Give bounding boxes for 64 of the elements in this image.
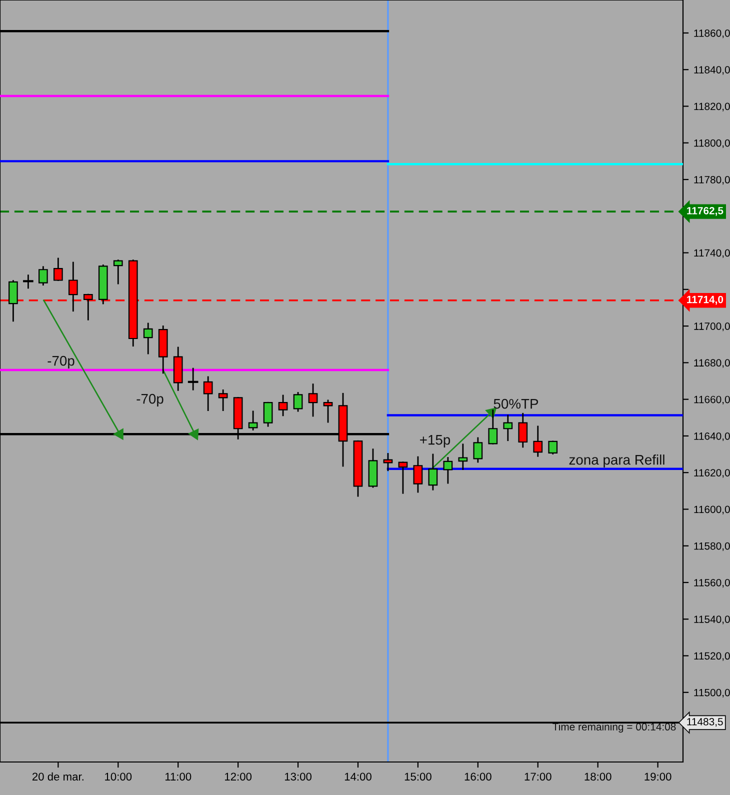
y-tick-label: 11780,0: [694, 176, 730, 185]
candlestick: [548, 440, 558, 454]
ref-line-label: 11762,5: [687, 206, 724, 216]
candlestick: [488, 410, 498, 444]
x-tick-label: 13:00: [284, 772, 312, 781]
candlestick: [248, 410, 258, 430]
ref-line-label: 11714,0: [687, 296, 724, 305]
y-tick-label: 11700,0: [694, 322, 730, 332]
candlestick: [533, 426, 543, 457]
candlestick: [38, 266, 48, 286]
candlestick: [458, 444, 468, 470]
y-tick-label: 11680,0: [694, 359, 730, 368]
y-tick-label: 11820,0: [694, 102, 730, 112]
candlestick: [188, 368, 198, 390]
x-tick-label: 11:00: [165, 772, 192, 781]
y-tick-label: 11560,0: [694, 578, 730, 588]
candlestick: [278, 394, 288, 416]
y-tick-label: 11800,0: [694, 139, 730, 148]
x-tick-label: 12:00: [225, 772, 252, 781]
candlestick: [383, 453, 393, 472]
candlestick: [113, 260, 123, 284]
candlestick: [8, 280, 18, 322]
annotation: 50%TP: [494, 398, 538, 409]
y-tick-label: 11540,0: [694, 616, 730, 624]
y-tick-label: 11520,0: [694, 652, 730, 661]
y-tick-label: 11860,0: [694, 29, 730, 38]
x-tick-label: 19:00: [644, 772, 672, 781]
annotation: Time remaining = 00:14:08: [552, 722, 676, 733]
annotation: zona para Refill: [569, 454, 664, 468]
y-tick-label: 11640,0: [694, 432, 730, 442]
candlestick: [293, 392, 303, 412]
ref-line-label: 11483,5: [687, 718, 723, 727]
candlestick: [443, 457, 453, 484]
annotation: +15p: [420, 435, 450, 448]
candlestick: [473, 437, 483, 463]
x-tick-label: 16:00: [464, 772, 492, 781]
y-tick-label: 11580,0: [694, 542, 730, 551]
annotation: -70p: [48, 356, 74, 368]
x-tick-label: 15:00: [404, 772, 432, 781]
candlestick: [218, 389, 228, 412]
candlestick: [413, 456, 423, 493]
y-tick-label: 11500,0: [694, 688, 730, 698]
x-tick-label: 20 de mar.: [32, 772, 84, 781]
candlestick: [398, 462, 408, 494]
candlestick: [203, 376, 213, 412]
annotation: -70p: [136, 394, 164, 406]
candlestick: [53, 258, 63, 281]
x-tick-label: 10:00: [105, 772, 132, 781]
candlestick: [263, 402, 273, 427]
x-tick-label: 18:00: [584, 772, 612, 781]
candlestick: [143, 322, 153, 354]
candlestick: [428, 454, 438, 490]
candlestick: [503, 414, 513, 442]
y-tick-label: 11840,0: [694, 66, 730, 75]
candlestick: [308, 384, 318, 417]
y-tick-label: 11740,0: [694, 249, 730, 258]
candlestick: [323, 400, 333, 423]
x-tick-label: 14:00: [344, 772, 372, 781]
candlestick: [23, 274, 34, 289]
y-tick-label: 11620,0: [694, 469, 730, 478]
candlestick: [518, 412, 528, 448]
y-tick-label: 11660,0: [694, 396, 730, 404]
y-tick-label: 11600,0: [694, 506, 730, 514]
x-tick-label: 17:00: [524, 772, 552, 781]
